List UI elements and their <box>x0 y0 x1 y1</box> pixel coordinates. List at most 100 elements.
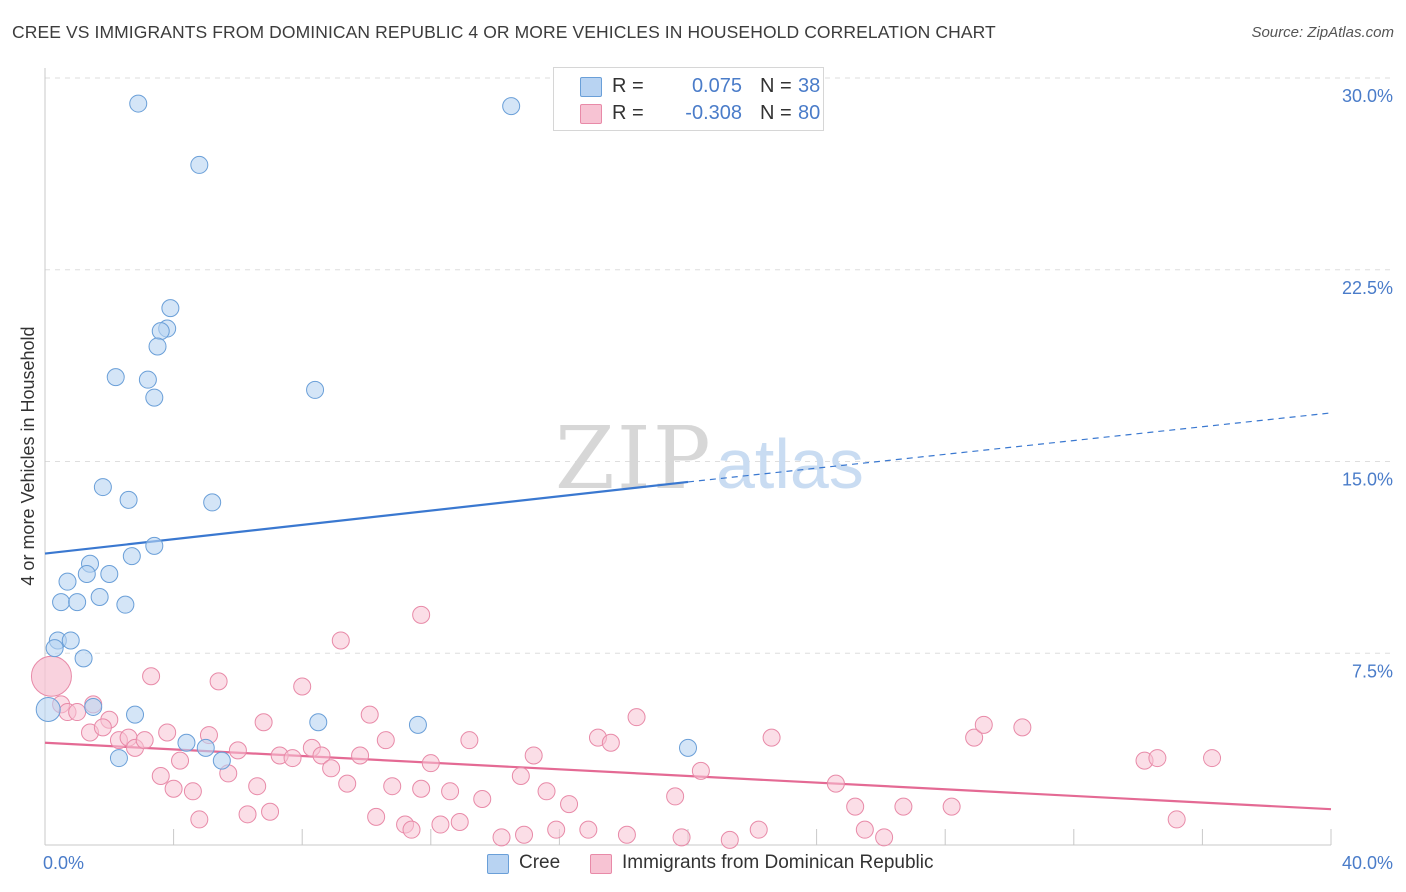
data-point-dominican <box>331 631 350 650</box>
series-legend: Cree Immigrants from Dominican Republic <box>0 852 1406 878</box>
data-point-dominican <box>402 820 421 839</box>
legend-n-label: N = <box>760 102 792 124</box>
series-legend-swatch-dominican <box>590 854 612 874</box>
data-point-dominican <box>261 802 280 821</box>
trend-line-cree-extension <box>687 412 1332 483</box>
data-point-cree <box>126 705 145 724</box>
data-point-dominican <box>965 728 984 747</box>
data-point-dominican <box>579 820 598 839</box>
data-point-dominican <box>171 751 190 770</box>
data-point-dominican <box>894 797 913 816</box>
data-point-cree <box>77 564 96 583</box>
data-point-dominican <box>338 774 357 793</box>
data-point-dominican <box>421 754 440 773</box>
watermark-atlas: atlas <box>716 425 864 503</box>
data-point-dominican <box>322 759 341 778</box>
data-point-dominican <box>68 703 87 722</box>
chart-title: CREE VS IMMIGRANTS FROM DOMINICAN REPUBL… <box>12 22 996 42</box>
data-point-dominican <box>511 766 530 785</box>
legend-r-label: R = <box>612 75 644 97</box>
series-legend-label-cree: Cree <box>519 852 561 873</box>
data-point-dominican <box>228 741 247 760</box>
data-point-dominican <box>547 820 566 839</box>
data-point-dominican <box>209 672 228 691</box>
trend-line-dominican <box>44 741 1332 811</box>
data-point-dominican <box>93 718 112 737</box>
data-point-dominican <box>283 749 302 768</box>
data-point-dominican <box>238 805 257 824</box>
data-point-dominican <box>450 812 469 831</box>
legend-r-value: -0.308 <box>685 102 742 124</box>
data-point-cree <box>122 547 141 566</box>
data-point-dominican <box>151 766 170 785</box>
data-point-dominican <box>142 667 161 686</box>
data-point-dominican <box>691 761 710 780</box>
series-cree-points <box>35 94 697 770</box>
data-point-dominican <box>473 789 492 808</box>
legend-r-value: 0.075 <box>691 75 742 97</box>
data-point-cree <box>61 631 80 650</box>
data-point-cree <box>116 595 135 614</box>
data-point-dominican <box>293 677 312 696</box>
chart-source: Source: ZipAtlas.com <box>1251 24 1394 41</box>
data-point-dominican <box>515 825 534 844</box>
data-point-cree <box>90 588 109 607</box>
data-point-cree <box>408 715 427 734</box>
data-point-cree <box>100 564 119 583</box>
y-tick-label: 15.0% <box>1342 470 1393 490</box>
data-point-dominican <box>1148 749 1167 768</box>
data-point-dominican <box>617 825 636 844</box>
data-point-dominican <box>826 774 845 793</box>
watermark: ZIP atlas <box>555 409 864 509</box>
data-point-cree <box>74 649 93 668</box>
data-point-dominican <box>412 779 431 798</box>
data-point-cree <box>161 299 180 318</box>
legend-n-label: N = <box>760 75 792 97</box>
data-point-dominican <box>431 815 450 834</box>
data-point-dominican <box>190 810 209 829</box>
data-point-cree <box>52 593 71 612</box>
data-point-dominican <box>164 779 183 798</box>
data-point-dominican <box>560 795 579 814</box>
data-point-cree <box>502 97 521 116</box>
data-point-dominican <box>412 605 431 624</box>
data-point-cree <box>129 94 148 113</box>
data-point-dominican <box>441 782 460 801</box>
data-point-cree <box>109 749 128 768</box>
data-point-dominican <box>312 746 331 765</box>
data-point-dominican <box>30 655 72 697</box>
data-point-cree <box>177 733 196 752</box>
data-point-cree <box>679 738 697 757</box>
data-point-dominican <box>666 787 685 806</box>
data-point-cree <box>145 536 164 555</box>
data-point-dominican <box>524 746 543 765</box>
y-tick-label: 22.5% <box>1342 278 1393 298</box>
legend-n-value: 38 <box>798 75 821 97</box>
data-point-cree <box>145 388 164 407</box>
data-point-dominican <box>248 777 267 796</box>
data-point-dominican <box>1013 718 1032 737</box>
data-point-cree <box>148 337 167 356</box>
series-legend-label-dominican: Immigrants from Dominican Republic <box>622 852 934 873</box>
data-point-cree <box>84 697 103 716</box>
data-point-dominican <box>492 828 511 847</box>
y-axis-label: 4 or more Vehicles in Household <box>18 326 38 585</box>
y-tick-label: 30.0% <box>1342 86 1393 106</box>
data-point-dominican <box>351 746 370 765</box>
data-point-dominican <box>383 777 402 796</box>
trend-line-cree <box>44 480 689 555</box>
data-point-cree <box>106 368 125 387</box>
data-point-cree <box>203 493 222 512</box>
series-dominican-points <box>30 605 1222 849</box>
legend-swatch-dominican <box>580 104 602 124</box>
data-point-cree <box>45 639 64 658</box>
data-point-dominican <box>1203 749 1222 768</box>
data-point-dominican <box>846 797 865 816</box>
series-legend-swatch-cree <box>487 854 509 874</box>
data-point-dominican <box>627 708 646 727</box>
data-point-cree <box>93 478 112 497</box>
data-point-cree <box>68 593 87 612</box>
data-point-cree <box>306 380 325 399</box>
data-point-dominican <box>749 820 768 839</box>
data-point-dominican <box>460 731 479 750</box>
